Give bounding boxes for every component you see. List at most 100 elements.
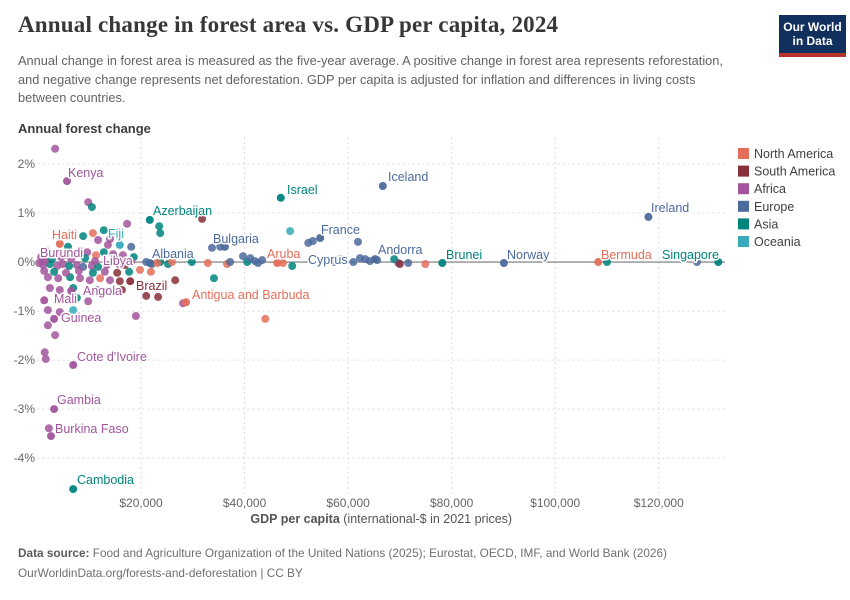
data-point-albania[interactable] — [145, 259, 154, 267]
data-point[interactable] — [51, 331, 60, 340]
country-label[interactable]: Kenya — [67, 165, 105, 182]
data-point[interactable] — [113, 268, 122, 277]
data-point[interactable] — [187, 258, 196, 266]
data-point[interactable] — [44, 424, 53, 433]
data-point[interactable] — [395, 260, 404, 268]
data-point[interactable] — [54, 274, 63, 283]
data-point-gambia[interactable] — [50, 405, 59, 414]
data-point[interactable] — [88, 229, 97, 238]
data-point[interactable] — [100, 267, 109, 276]
data-point-brunei[interactable] — [438, 259, 447, 267]
data-point[interactable] — [118, 251, 127, 260]
data-point[interactable] — [168, 258, 177, 266]
license-line[interactable]: OurWorldinData.org/forests-and-deforesta… — [18, 565, 303, 580]
country-label[interactable]: Brazil — [135, 278, 169, 295]
data-point[interactable] — [85, 276, 94, 285]
country-label[interactable]: Burundi — [39, 245, 85, 262]
data-point[interactable] — [45, 284, 54, 292]
data-point-aruba[interactable] — [273, 259, 282, 267]
data-point[interactable] — [115, 277, 124, 286]
country-label[interactable]: Bulgaria — [212, 231, 261, 248]
legend-label[interactable]: North America — [754, 147, 833, 161]
data-point[interactable] — [288, 262, 297, 270]
legend-label[interactable]: Asia — [754, 217, 778, 231]
data-point[interactable] — [93, 286, 101, 294]
data-point[interactable] — [404, 259, 413, 267]
data-point[interactable] — [40, 348, 49, 357]
data-point-brazil[interactable] — [126, 277, 135, 286]
data-point[interactable] — [43, 273, 52, 282]
data-point[interactable] — [88, 268, 97, 277]
data-point[interactable] — [76, 274, 84, 283]
data-point[interactable] — [146, 267, 155, 276]
data-point[interactable] — [127, 258, 136, 266]
data-point-singapore[interactable] — [714, 258, 723, 266]
data-point[interactable] — [81, 254, 90, 263]
data-point[interactable] — [84, 297, 93, 306]
country-label[interactable]: Iceland — [387, 169, 430, 186]
data-point[interactable] — [42, 247, 51, 256]
data-point-libya[interactable] — [114, 260, 123, 268]
data-point[interactable] — [153, 259, 162, 267]
data-point[interactable] — [55, 286, 64, 294]
country-label[interactable]: Burkina Faso — [54, 421, 131, 438]
data-point[interactable] — [123, 219, 132, 228]
data-point[interactable] — [43, 306, 52, 315]
data-point[interactable] — [171, 276, 180, 285]
data-point[interactable] — [40, 266, 49, 275]
data-point[interactable] — [136, 265, 144, 274]
data-point-kenya[interactable] — [63, 177, 71, 186]
data-point[interactable] — [65, 262, 74, 270]
country-label[interactable]: Norway — [506, 247, 552, 264]
country-label[interactable]: France — [320, 222, 362, 239]
data-point-antigua-and-barbuda[interactable] — [182, 298, 191, 307]
data-point[interactable] — [217, 235, 226, 243]
data-point[interactable] — [64, 242, 72, 251]
data-point-cyprus[interactable] — [329, 258, 338, 266]
data-point[interactable] — [94, 236, 103, 244]
country-label[interactable]: Antigua and Barbuda — [191, 287, 312, 304]
data-point[interactable] — [421, 260, 430, 268]
data-point[interactable] — [55, 308, 64, 317]
data-point[interactable] — [72, 293, 81, 302]
owid-logo[interactable]: Our World in Data — [779, 15, 846, 57]
data-point[interactable] — [354, 237, 362, 246]
data-point[interactable] — [102, 261, 111, 269]
data-point[interactable] — [117, 286, 126, 294]
country-label[interactable]: Aruba — [266, 246, 302, 263]
country-label[interactable]: Ireland — [650, 200, 691, 217]
country-label[interactable]: Libya — [102, 253, 135, 270]
country-label[interactable]: Azerbaijan — [152, 203, 214, 220]
data-point-fiji[interactable] — [115, 240, 124, 249]
country-label[interactable]: Cambodia — [76, 472, 136, 489]
data-point[interactable] — [155, 222, 164, 231]
data-point[interactable] — [258, 256, 267, 265]
data-point[interactable] — [69, 306, 78, 315]
data-point[interactable] — [308, 237, 317, 245]
data-point[interactable] — [87, 203, 96, 212]
data-point[interactable] — [142, 291, 151, 300]
country-label[interactable]: Albania — [151, 246, 196, 263]
country-label[interactable]: Andorra — [377, 242, 425, 259]
data-point[interactable] — [58, 296, 67, 305]
data-point[interactable] — [99, 248, 108, 257]
data-point[interactable] — [79, 232, 88, 241]
data-point[interactable] — [103, 240, 112, 249]
country-label[interactable]: Angola — [82, 283, 124, 300]
data-point[interactable] — [50, 267, 59, 276]
data-point-cambodia[interactable] — [69, 485, 78, 494]
country-label[interactable]: Brunei — [445, 247, 484, 264]
data-point-mali[interactable] — [40, 296, 49, 305]
data-point[interactable] — [106, 276, 114, 285]
data-point[interactable] — [198, 214, 207, 223]
data-point[interactable] — [51, 144, 60, 153]
data-point[interactable] — [41, 355, 50, 364]
data-point[interactable] — [92, 251, 100, 260]
data-point[interactable] — [693, 258, 701, 266]
data-point-iceland[interactable] — [378, 182, 387, 190]
country-label[interactable]: Guinea — [60, 310, 103, 327]
data-point[interactable] — [72, 250, 81, 259]
country-label[interactable]: Israel — [286, 182, 320, 199]
data-point[interactable] — [335, 255, 344, 264]
data-point-burundi[interactable] — [40, 257, 49, 266]
